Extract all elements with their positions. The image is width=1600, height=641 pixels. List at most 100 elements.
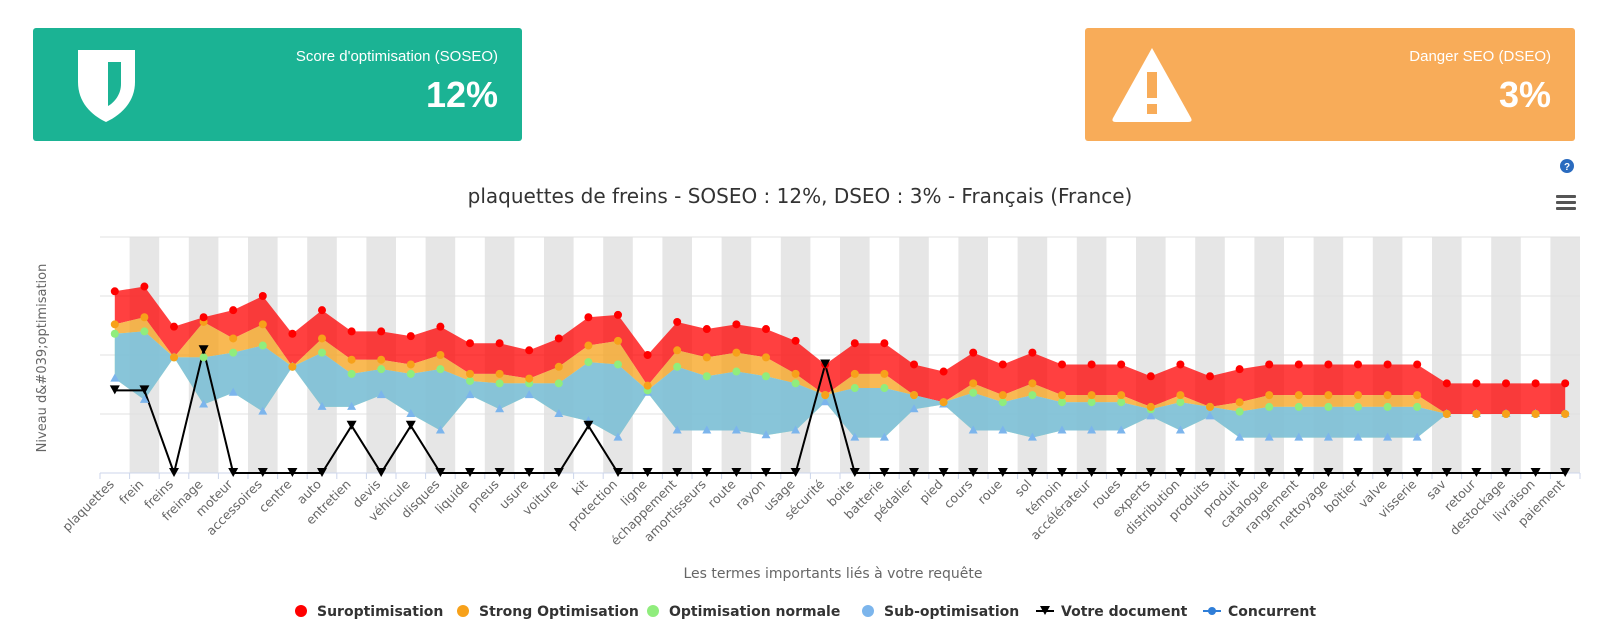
marker-strong-optimisation: [110, 320, 119, 329]
marker-suroptimisation: [554, 334, 563, 343]
marker-sub-optimisation: [495, 404, 505, 413]
marker-sub-optimisation: [1323, 432, 1333, 441]
marker-suroptimisation: [347, 327, 356, 336]
area-sub-optimisation: [114, 331, 1566, 438]
marker-votre-document: [879, 468, 890, 477]
marker-optimisation-normale: [199, 353, 208, 362]
marker-strong-optimisation: [258, 320, 267, 329]
marker-optimisation-normale: [732, 367, 741, 376]
marker-optimisation-normale: [1117, 398, 1126, 407]
legend-item[interactable]: Sub-optimisation: [862, 604, 1019, 620]
marker-optimisation-normale: [1235, 407, 1244, 416]
chart: plaquettes de freins - SOSEO : 12%, DSEO…: [35, 184, 1581, 620]
marker-suroptimisation: [170, 322, 178, 331]
marker-suroptimisation: [791, 336, 800, 345]
marker-suroptimisation: [318, 306, 326, 315]
legend-item[interactable]: Strong Optimisation: [457, 604, 639, 620]
marker-sub-optimisation: [1116, 425, 1126, 434]
marker-votre-document: [1205, 468, 1215, 477]
marker-optimisation-normale: [495, 379, 504, 388]
marker-suroptimisation: [1058, 360, 1066, 369]
marker-suroptimisation: [1087, 360, 1096, 369]
marker-optimisation-normale: [762, 372, 770, 381]
hamburger-menu-icon[interactable]: [1555, 193, 1577, 211]
marker-suroptimisation: [1531, 379, 1540, 388]
legend-item[interactable]: Suroptimisation: [295, 604, 443, 620]
soseo-value: 12%: [425, 74, 498, 115]
marker-optimisation-normale: [1058, 398, 1066, 407]
chart-title: plaquettes de freins - SOSEO : 12%, DSEO…: [468, 184, 1133, 208]
marker-votre-document: [376, 468, 387, 477]
marker-suroptimisation: [1235, 365, 1244, 374]
legend-symbol: [457, 605, 469, 617]
marker-votre-document: [465, 468, 475, 477]
marker-strong-optimisation: [140, 313, 149, 322]
marker-strong-optimisation: [1502, 410, 1510, 418]
marker-optimisation-normale: [1324, 402, 1333, 411]
marker-votre-document: [1234, 468, 1245, 477]
marker-optimisation-normale: [1028, 391, 1037, 400]
question-circle-icon[interactable]: ?: [1560, 159, 1574, 173]
marker-strong-optimisation: [466, 369, 474, 378]
marker-optimisation-normale: [998, 398, 1007, 407]
marker-sub-optimisation: [731, 425, 741, 434]
soseo-label: Score d'optimisation (SOSEO): [295, 48, 498, 65]
marker-suroptimisation: [939, 367, 948, 376]
soseo-card: Score d'optimisation (SOSEO) 12%: [33, 28, 522, 141]
marker-strong-optimisation: [1442, 410, 1451, 418]
marker-suroptimisation: [969, 348, 978, 357]
marker-votre-document: [405, 420, 416, 430]
marker-optimisation-normale: [1413, 402, 1422, 411]
marker-suroptimisation: [1206, 372, 1214, 381]
marker-votre-document: [938, 468, 949, 477]
marker-sub-optimisation: [554, 409, 564, 417]
legend-item[interactable]: Optimisation normale: [647, 604, 840, 620]
marker-suroptimisation: [288, 329, 297, 338]
marker-optimisation-normale: [318, 348, 326, 357]
marker-strong-optimisation: [1206, 402, 1214, 411]
marker-sub-optimisation: [524, 390, 534, 399]
marker-votre-document: [1086, 468, 1097, 477]
marker-sub-optimisation: [613, 432, 623, 441]
marker-sub-optimisation: [702, 425, 712, 434]
marker-suroptimisation: [377, 327, 386, 336]
marker-votre-document: [346, 420, 357, 430]
marker-strong-optimisation: [614, 336, 622, 345]
x-axis-label: plaquettes: [59, 477, 117, 535]
marker-votre-document: [672, 468, 683, 477]
marker-sub-optimisation: [465, 390, 475, 399]
marker-strong-optimisation: [643, 381, 652, 390]
legend-label: Votre document: [1061, 604, 1188, 620]
marker-votre-document: [820, 359, 831, 369]
legend-item[interactable]: Concurrent: [1203, 604, 1316, 620]
marker-optimisation-normale: [377, 365, 386, 374]
marker-sub-optimisation: [1235, 432, 1245, 441]
marker-sub-optimisation: [1383, 432, 1393, 441]
legend-symbol: [647, 605, 659, 617]
marker-suroptimisation: [525, 346, 534, 355]
marker-optimisation-normale: [1087, 398, 1096, 407]
marker-strong-optimisation: [229, 334, 238, 343]
marker-suroptimisation: [732, 320, 741, 329]
marker-suroptimisation: [1442, 379, 1451, 388]
marker-strong-optimisation: [318, 334, 326, 343]
legend-item[interactable]: Votre document: [1036, 604, 1188, 620]
marker-suroptimisation: [702, 325, 711, 334]
dseo-label: Danger SEO (DSEO): [1409, 48, 1551, 65]
marker-votre-document: [701, 468, 712, 477]
marker-votre-document: [1530, 468, 1541, 477]
marker-sub-optimisation: [317, 401, 327, 410]
marker-suroptimisation: [643, 351, 652, 359]
marker-optimisation-normale: [110, 329, 119, 338]
marker-optimisation-normale: [347, 369, 356, 378]
marker-votre-document: [198, 345, 209, 355]
x-axis-label: roue: [974, 476, 1005, 507]
marker-strong-optimisation: [1354, 391, 1362, 400]
marker-sub-optimisation: [1027, 432, 1037, 441]
marker-optimisation-normale: [584, 358, 593, 367]
legend-label: Strong Optimisation: [479, 604, 639, 620]
marker-sub-optimisation: [406, 409, 416, 417]
marker-votre-document: [1293, 468, 1304, 477]
x-axis-label: rayon: [732, 477, 768, 513]
marker-strong-optimisation: [998, 391, 1007, 400]
